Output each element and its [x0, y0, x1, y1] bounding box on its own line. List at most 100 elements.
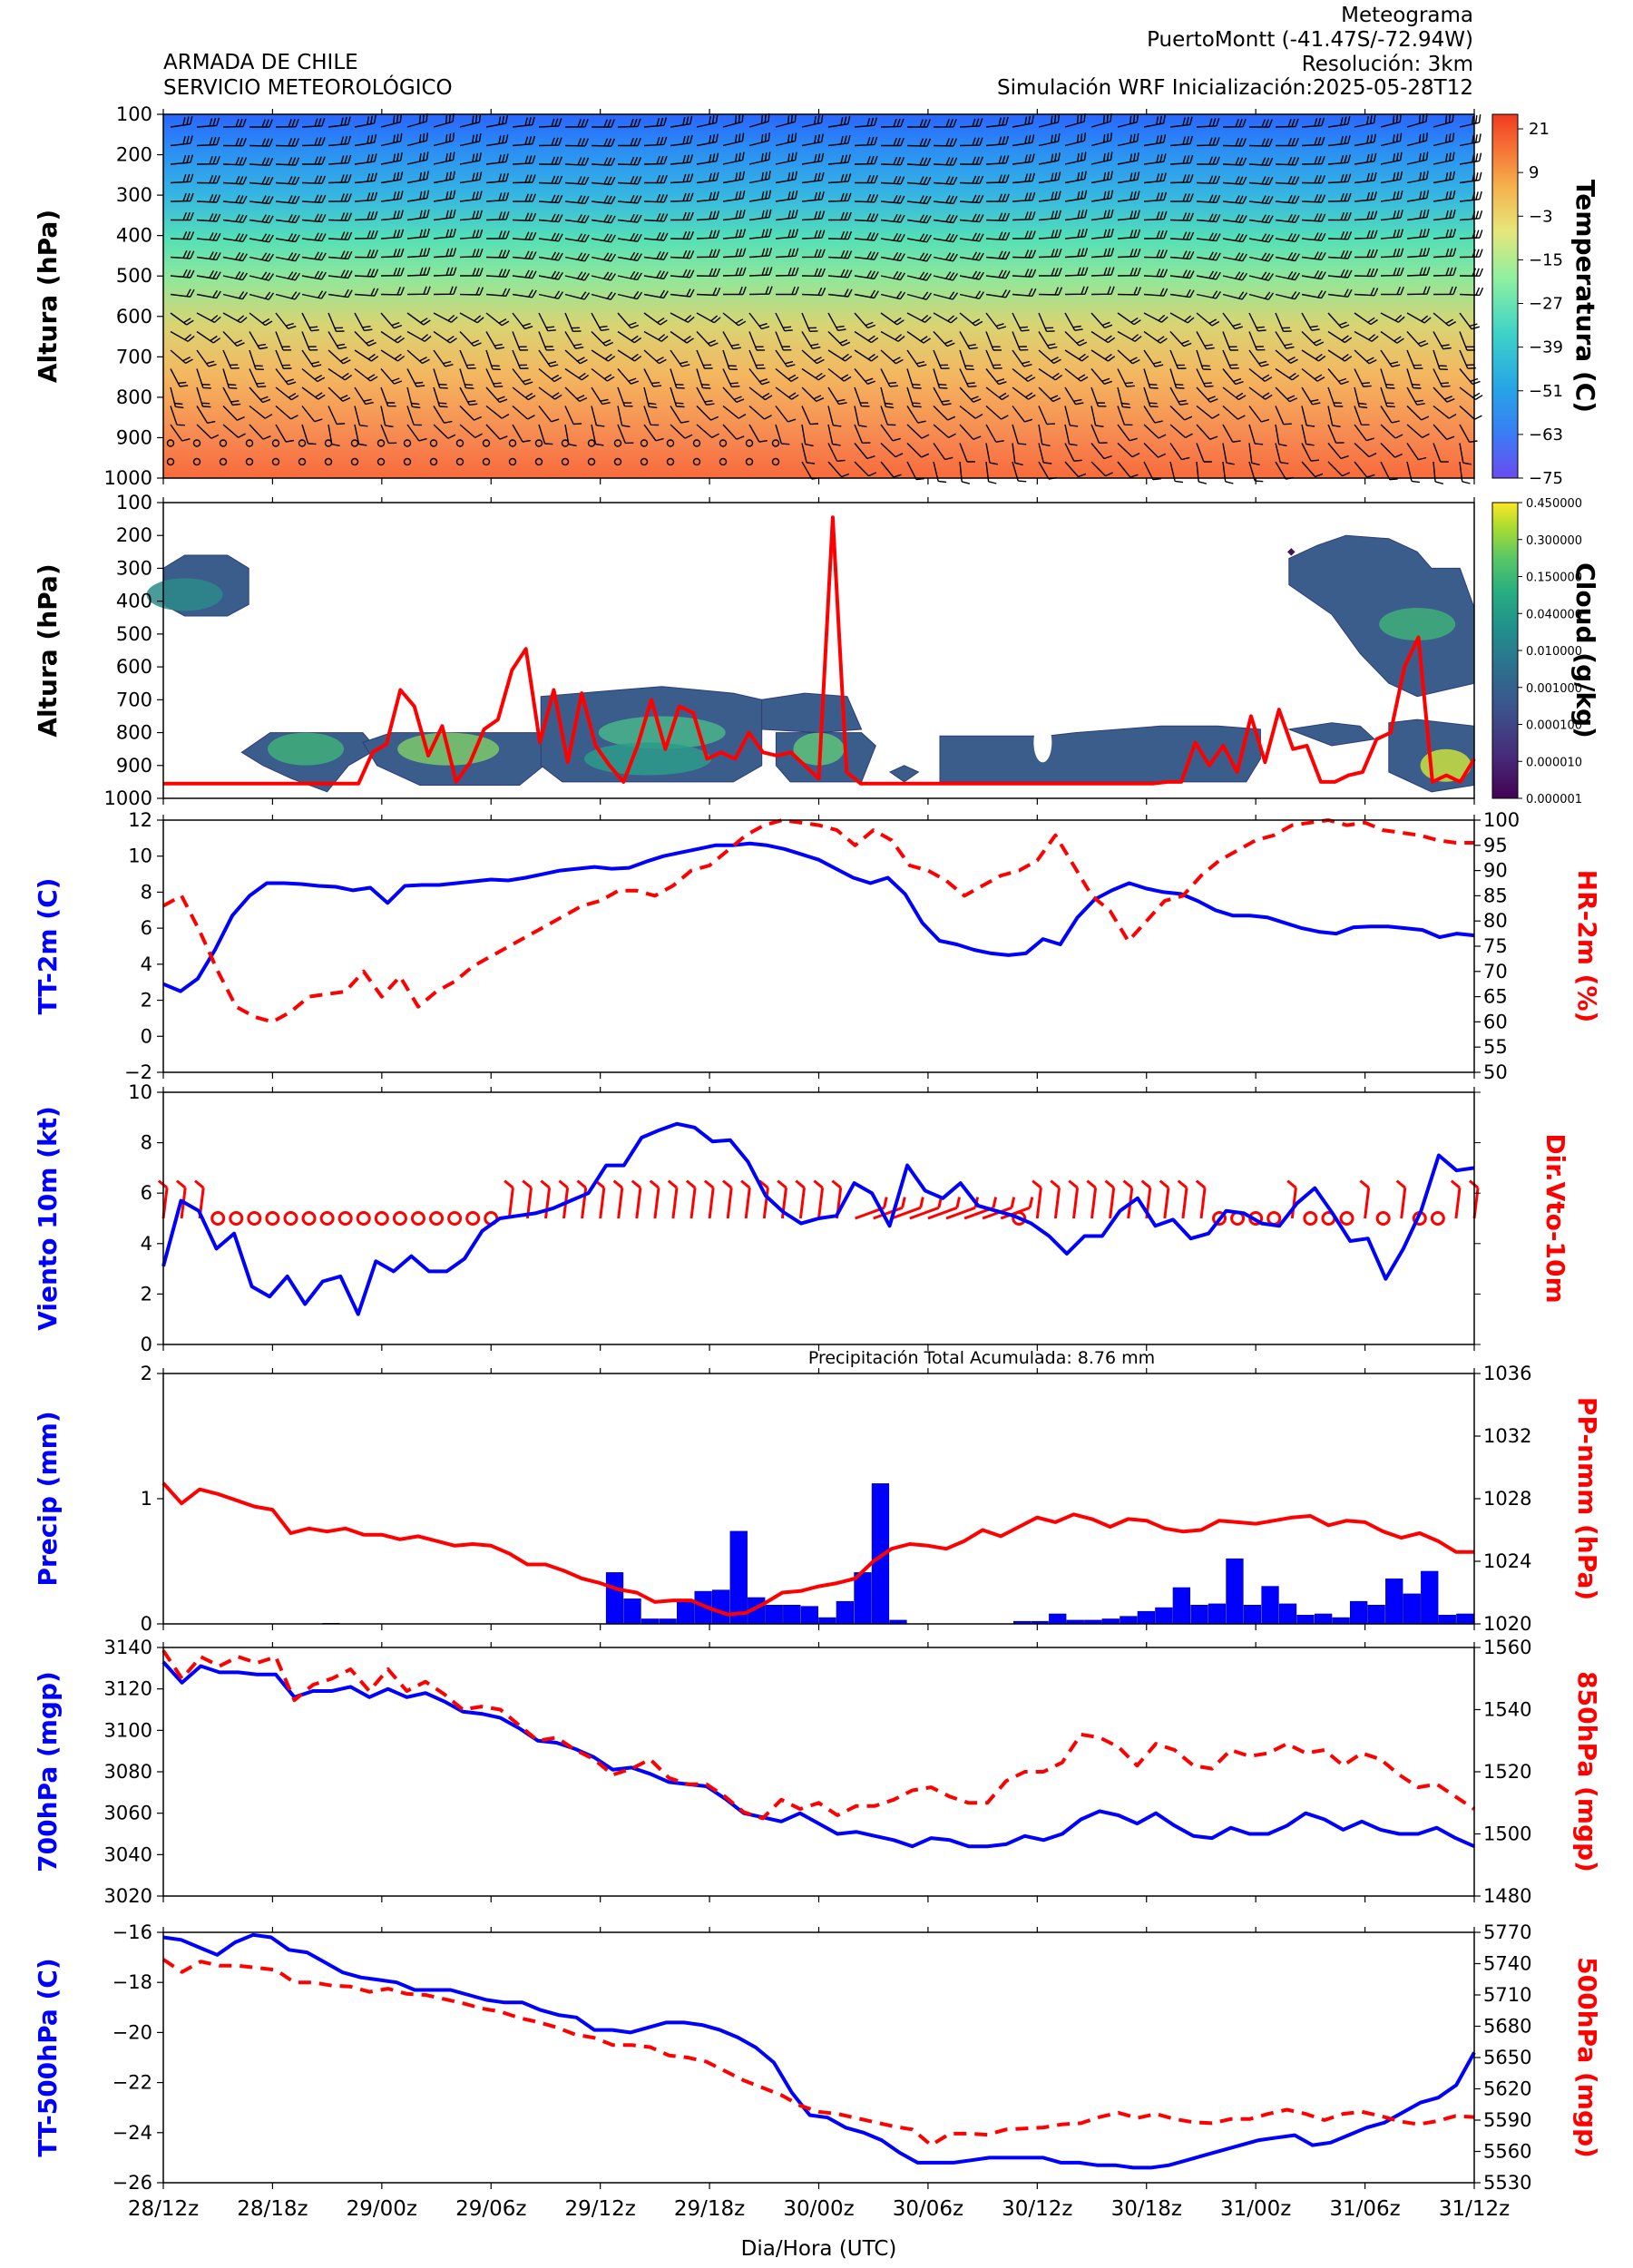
- wind-barb: [854, 461, 877, 477]
- wind-barb: [249, 424, 271, 440]
- wind-barb: [196, 424, 220, 439]
- wind-barb: [1143, 114, 1166, 128]
- wind-barb: [1222, 233, 1247, 243]
- wind-barb: [380, 248, 405, 259]
- wind-barb: [564, 233, 590, 243]
- wind-barb: [1380, 368, 1395, 389]
- cloud-colorbar: [1491, 502, 1519, 799]
- precip-bar: [783, 1605, 801, 1625]
- wind-barb: [406, 209, 430, 221]
- wind-barb: [222, 156, 248, 166]
- wind-barb: [1196, 312, 1220, 327]
- wind-barb: [170, 288, 195, 298]
- wind-barb: [1169, 331, 1192, 347]
- calm-marker: [166, 439, 175, 447]
- wind-barb: [485, 424, 508, 440]
- calm-marker: [482, 457, 491, 466]
- calm-circle: [1212, 1211, 1227, 1226]
- wind-barb: [959, 349, 974, 370]
- wind-barb: [1433, 190, 1456, 202]
- wind-barb: [222, 331, 245, 347]
- wind-barb: [827, 249, 853, 259]
- wind-barb: [881, 137, 905, 147]
- wind-barb: [406, 386, 421, 409]
- wind-barb: [801, 331, 821, 349]
- wind-barb: [617, 213, 642, 223]
- y-axis-title: Altura (hPa): [33, 210, 63, 383]
- wind-barb: [1090, 112, 1112, 128]
- wind-barb: [222, 137, 247, 147]
- wind-barb: [1354, 171, 1377, 184]
- wind-barb: [328, 193, 352, 202]
- direction-barb: [1104, 1179, 1116, 1219]
- wind-barb: [670, 249, 695, 259]
- wind-barb: [827, 288, 853, 298]
- wind-barb: [512, 289, 537, 298]
- wind-barb: [854, 368, 875, 385]
- wind-barb: [1301, 232, 1326, 241]
- x-tick-label: 30/18z: [1111, 2197, 1182, 2221]
- y-axis-title-right: HR-2m (%): [1572, 870, 1602, 1023]
- wind-barb: [959, 443, 976, 463]
- wind-barb: [354, 269, 379, 278]
- y-tick-label-right: 60: [1483, 1011, 1508, 1032]
- y-tick-label-right: 5530: [1483, 2172, 1531, 2194]
- wind-barb: [538, 213, 563, 223]
- precip-bar: [1049, 1613, 1067, 1625]
- calm-marker: [745, 457, 754, 466]
- y-tick-label: 3020: [104, 1885, 152, 1907]
- wind-barb: [775, 229, 799, 240]
- wind-barb: [1038, 210, 1061, 221]
- wind-barb: [748, 331, 766, 351]
- y-axis-title: Viento 10m (kt): [33, 1106, 63, 1331]
- upper-panel-frame: [162, 1931, 1475, 2184]
- wind-barb: [564, 271, 590, 281]
- y-tick-label: −18: [112, 1971, 152, 1993]
- calm-marker: [219, 439, 228, 447]
- wind-barb: [196, 136, 220, 147]
- wind-barb: [249, 252, 274, 262]
- wind-barb: [328, 250, 353, 259]
- wind-barb: [380, 113, 403, 128]
- wind-barb: [275, 176, 300, 185]
- wind-barb: [617, 251, 642, 261]
- wind-barb: [1038, 312, 1055, 332]
- wind-barb: [196, 406, 216, 424]
- wind-barb: [222, 118, 247, 128]
- wind-barb: [1222, 157, 1247, 166]
- wind-barb: [617, 194, 642, 204]
- wind-barb: [617, 386, 633, 407]
- wind-barb: [249, 349, 264, 370]
- calm-circle: [301, 1211, 317, 1226]
- wind-barb: [1248, 386, 1273, 400]
- wind-barb: [1117, 368, 1135, 387]
- wind-barb: [933, 119, 957, 128]
- wind-barb: [1380, 312, 1405, 323]
- cloud-region: [888, 765, 920, 783]
- precip-bar: [1101, 1618, 1120, 1625]
- wind-barb: [1301, 251, 1326, 260]
- wind-barb: [1169, 443, 1190, 461]
- wind-barb: [880, 175, 905, 185]
- wind-barb: [748, 424, 768, 443]
- wind-barb: [1406, 132, 1428, 147]
- wind-barb: [433, 312, 458, 323]
- wind-barb: [591, 312, 610, 331]
- wind-barb: [275, 424, 295, 443]
- wind-barb: [591, 367, 615, 382]
- wind-barb: [275, 157, 300, 166]
- wind-barb: [406, 312, 431, 326]
- colorbar-tick-label: −15: [1529, 250, 1563, 269]
- wind-barb: [459, 424, 483, 439]
- wind-barb: [985, 312, 1007, 330]
- wind-barb: [1301, 194, 1326, 203]
- wind-barb: [643, 117, 668, 128]
- wind-barb: [301, 251, 327, 261]
- wind-barb: [1064, 286, 1089, 296]
- wind-barb: [722, 312, 747, 327]
- y-tick-label: −16: [112, 1921, 152, 1943]
- wind-barb: [854, 443, 875, 460]
- y-tick-label: 2: [141, 1363, 152, 1384]
- y-tick-label: 1000: [104, 467, 152, 489]
- wind-barb: [906, 330, 931, 344]
